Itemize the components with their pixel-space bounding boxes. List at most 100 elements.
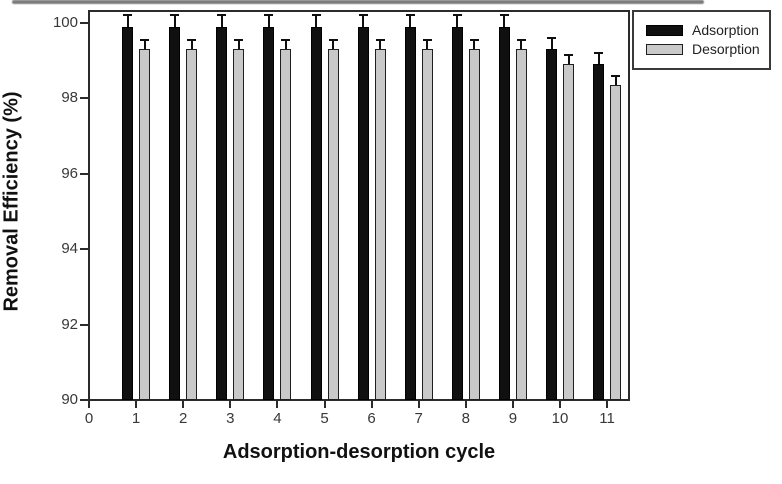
error-cap-adsorption-cycle-10 — [547, 37, 556, 40]
adsorption-swatch-icon — [646, 25, 683, 36]
x-tick-7 — [417, 401, 420, 408]
x-tick-10 — [559, 401, 561, 408]
x-tick-label-10: 10 — [551, 410, 569, 427]
y-tick-label-96: 96 — [61, 164, 78, 182]
bar-adsorption-cycle-2 — [169, 26, 181, 400]
x-tick-0 — [88, 401, 90, 408]
error-cap-adsorption-cycle-7 — [405, 14, 415, 17]
error-bar-desorption-cycle-4 — [284, 39, 287, 50]
error-bar-desorption-cycle-11 — [614, 75, 617, 86]
error-cap-desorption-cycle-11 — [611, 74, 621, 77]
x-tick-8 — [464, 401, 467, 408]
error-bar-desorption-cycle-7 — [426, 39, 429, 50]
bar-adsorption-cycle-5 — [310, 26, 322, 400]
bar-desorption-cycle-10 — [563, 64, 574, 400]
x-tick-1 — [135, 401, 138, 408]
bar-desorption-cycle-6 — [374, 49, 386, 400]
bar-adsorption-cycle-11 — [593, 64, 605, 400]
error-bar-adsorption-cycle-3 — [220, 15, 223, 27]
error-cap-adsorption-cycle-4 — [264, 14, 274, 17]
bar-desorption-cycle-9 — [515, 49, 527, 400]
error-bar-adsorption-cycle-2 — [173, 15, 176, 27]
error-bar-desorption-cycle-6 — [379, 39, 382, 50]
error-bar-desorption-cycle-8 — [473, 39, 476, 50]
bar-adsorption-cycle-7 — [404, 26, 416, 400]
x-tick-label-6: 6 — [367, 410, 376, 427]
error-bar-adsorption-cycle-9 — [503, 15, 506, 27]
x-tick-5 — [323, 401, 326, 408]
desorption-swatch-icon — [646, 44, 683, 55]
legend-label-desorption: Desorption — [692, 41, 760, 57]
y-tick-90 — [80, 399, 88, 401]
bar-adsorption-cycle-3 — [216, 26, 228, 400]
x-tick-3 — [229, 401, 232, 408]
x-tick-label-1: 1 — [131, 410, 141, 427]
error-cap-adsorption-cycle-3 — [217, 14, 227, 17]
error-cap-desorption-cycle-7 — [422, 38, 432, 41]
x-tick-11 — [606, 401, 609, 408]
y-tick-label-100: 100 — [52, 14, 78, 31]
legend-item-adsorption: Adsorption — [646, 22, 769, 38]
x-tick-label-7: 7 — [414, 410, 423, 427]
legend-label-adsorption: Adsorption — [692, 22, 759, 38]
bar-desorption-cycle-7 — [421, 49, 433, 400]
error-bar-adsorption-cycle-5 — [315, 15, 317, 27]
x-tick-2 — [182, 401, 185, 408]
bar-adsorption-cycle-4 — [263, 26, 275, 400]
error-cap-desorption-cycle-5 — [328, 38, 338, 41]
error-cap-adsorption-cycle-8 — [452, 14, 462, 17]
bar-desorption-cycle-5 — [327, 49, 339, 400]
bar-adsorption-cycle-9 — [498, 26, 510, 400]
error-bar-desorption-cycle-9 — [520, 39, 523, 50]
bar-desorption-cycle-2 — [186, 49, 198, 400]
y-tick-92 — [80, 323, 88, 326]
bar-desorption-cycle-11 — [610, 85, 622, 400]
error-cap-adsorption-cycle-9 — [499, 14, 509, 17]
x-tick-9 — [511, 401, 514, 408]
error-cap-desorption-cycle-10 — [564, 54, 573, 57]
error-cap-desorption-cycle-8 — [469, 38, 479, 41]
error-bar-desorption-cycle-10 — [567, 55, 570, 65]
error-cap-adsorption-cycle-5 — [311, 14, 321, 17]
y-tick-94 — [80, 248, 88, 251]
x-tick-label-0: 0 — [84, 410, 94, 427]
error-cap-desorption-cycle-9 — [516, 38, 526, 41]
error-bar-adsorption-cycle-4 — [267, 15, 270, 27]
y-tick-label-94: 94 — [61, 240, 78, 258]
error-cap-desorption-cycle-2 — [187, 38, 197, 41]
error-bar-adsorption-cycle-7 — [409, 15, 412, 27]
error-cap-desorption-cycle-3 — [234, 38, 244, 41]
bar-desorption-cycle-3 — [233, 49, 245, 400]
x-tick-4 — [276, 401, 279, 408]
error-bar-desorption-cycle-1 — [143, 39, 146, 50]
y-tick-label-92: 92 — [61, 315, 78, 333]
y-tick-label-90: 90 — [61, 391, 78, 408]
x-tick-label-9: 9 — [508, 410, 518, 427]
legend-item-desorption: Desorption — [646, 41, 769, 57]
scan-artifact-band — [12, 0, 704, 4]
legend-box: Adsorption Desorption — [632, 10, 771, 70]
x-tick-label-5: 5 — [320, 410, 329, 427]
error-bar-adsorption-cycle-1 — [126, 15, 129, 27]
bar-adsorption-cycle-8 — [451, 26, 463, 400]
x-tick-label-8: 8 — [461, 410, 470, 427]
bar-desorption-cycle-1 — [139, 49, 151, 400]
error-bar-adsorption-cycle-10 — [550, 38, 553, 50]
error-bar-desorption-cycle-5 — [332, 39, 334, 50]
y-axis-title: Removal Efficiency (%) — [0, 91, 23, 312]
y-tick-100 — [80, 22, 88, 24]
error-cap-adsorption-cycle-2 — [170, 14, 180, 17]
x-tick-label-3: 3 — [226, 410, 235, 427]
error-cap-desorption-cycle-4 — [281, 38, 291, 41]
error-bar-desorption-cycle-3 — [237, 39, 240, 50]
x-tick-6 — [370, 401, 373, 408]
y-tick-label-98: 98 — [61, 89, 78, 107]
bar-adsorption-cycle-1 — [122, 26, 134, 400]
error-bar-desorption-cycle-2 — [190, 39, 193, 50]
bar-adsorption-cycle-10 — [546, 49, 557, 400]
error-bar-adsorption-cycle-11 — [597, 53, 600, 65]
x-tick-label-11: 11 — [599, 410, 615, 427]
x-tick-label-4: 4 — [273, 410, 282, 427]
bar-desorption-cycle-4 — [280, 49, 292, 400]
